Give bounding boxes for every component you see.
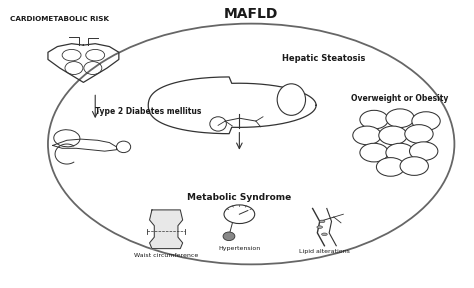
Text: Hypertension: Hypertension	[218, 246, 261, 251]
Ellipse shape	[223, 232, 235, 240]
Ellipse shape	[400, 157, 428, 175]
Ellipse shape	[405, 125, 433, 143]
Ellipse shape	[379, 126, 407, 145]
Text: Overweight or Obesity: Overweight or Obesity	[351, 94, 449, 103]
Ellipse shape	[360, 143, 388, 162]
Text: Type 2 Diabetes mellitus: Type 2 Diabetes mellitus	[95, 107, 201, 115]
Text: MAFLD: MAFLD	[224, 7, 278, 20]
Ellipse shape	[353, 126, 381, 145]
Ellipse shape	[277, 84, 306, 115]
Text: Hepatic Steatosis: Hepatic Steatosis	[282, 54, 365, 62]
Polygon shape	[150, 210, 182, 249]
Ellipse shape	[319, 220, 325, 223]
Ellipse shape	[376, 158, 405, 176]
Ellipse shape	[360, 110, 388, 129]
Ellipse shape	[410, 142, 438, 160]
Ellipse shape	[412, 112, 440, 130]
Text: CARDIOMETABOLIC RISK: CARDIOMETABOLIC RISK	[10, 16, 109, 22]
Ellipse shape	[386, 109, 414, 128]
Ellipse shape	[224, 205, 255, 223]
Text: Metabolic Syndrome: Metabolic Syndrome	[187, 192, 292, 202]
Text: Waist circumference: Waist circumference	[134, 253, 198, 258]
Ellipse shape	[317, 226, 322, 228]
Ellipse shape	[386, 143, 414, 162]
Text: Lipid alterations: Lipid alterations	[299, 249, 350, 254]
Ellipse shape	[321, 233, 327, 236]
